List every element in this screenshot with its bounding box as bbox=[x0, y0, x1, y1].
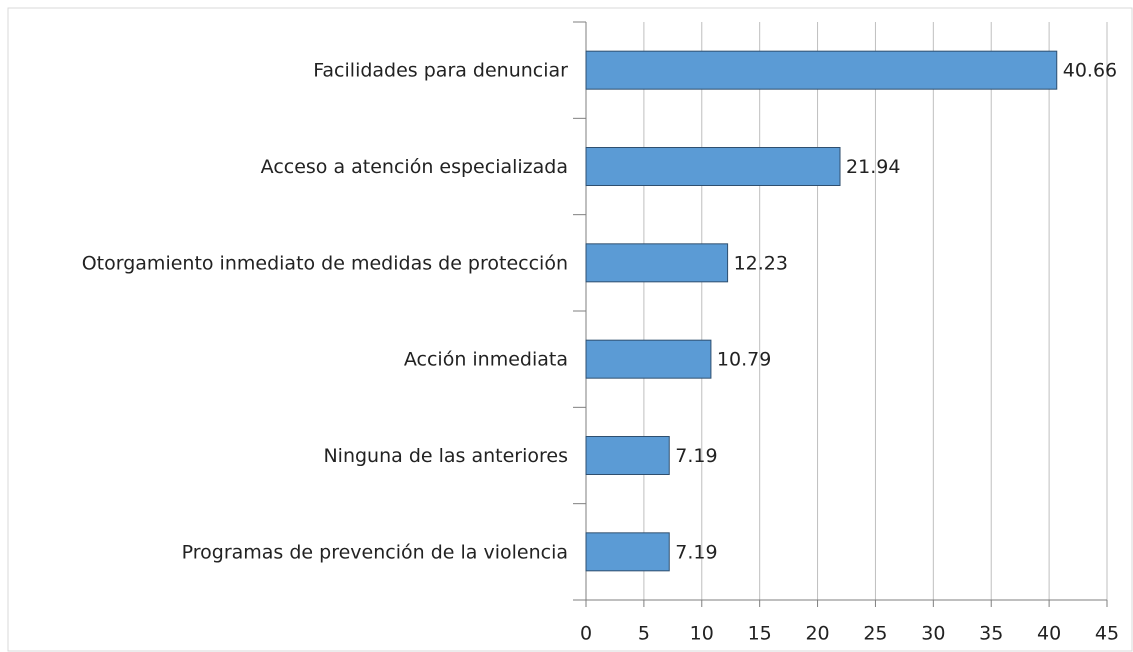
x-tick-label: 30 bbox=[921, 623, 945, 645]
chart-frame bbox=[7, 7, 1133, 652]
bar bbox=[585, 436, 670, 475]
bar bbox=[585, 532, 670, 572]
x-tick-label: 10 bbox=[690, 623, 714, 645]
y-tick-label: Acceso a atención especializada bbox=[261, 156, 568, 178]
x-tick-label: 20 bbox=[805, 623, 829, 645]
y-tick-label: Facilidades para denunciar bbox=[313, 60, 568, 82]
bar bbox=[585, 243, 729, 283]
x-tick-label: 15 bbox=[748, 623, 772, 645]
x-tick-label: 45 bbox=[1095, 623, 1119, 645]
data-label: 7.19 bbox=[675, 445, 717, 467]
data-label: 7.19 bbox=[675, 541, 717, 563]
data-label: 10.79 bbox=[717, 349, 771, 371]
x-tick-label: 40 bbox=[1037, 623, 1061, 645]
y-tick-label: Acción inmediata bbox=[404, 349, 568, 371]
x-tick-label: 25 bbox=[863, 623, 887, 645]
bar bbox=[585, 50, 1058, 90]
data-label: 12.23 bbox=[734, 252, 788, 274]
x-tick-label: 0 bbox=[580, 623, 592, 645]
bar bbox=[585, 147, 841, 186]
data-label: 21.94 bbox=[846, 156, 900, 178]
y-tick-label: Ninguna de las anteriores bbox=[323, 445, 568, 467]
bar bbox=[585, 339, 712, 379]
x-tick-label: 5 bbox=[638, 623, 650, 645]
y-tick-label: Otorgamiento inmediato de medidas de pro… bbox=[82, 252, 568, 274]
y-tick-label: Programas de prevención de la violencia bbox=[182, 541, 568, 563]
x-tick-label: 35 bbox=[979, 623, 1003, 645]
data-label: 40.66 bbox=[1063, 60, 1117, 82]
